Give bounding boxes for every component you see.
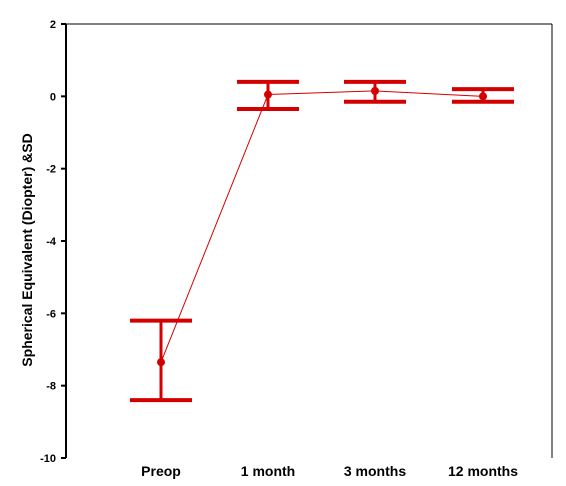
data-point — [264, 90, 272, 99]
data-point — [371, 86, 379, 95]
y-tick-label: 0 — [50, 91, 56, 103]
y-tick-label: -6 — [46, 308, 56, 320]
series-marks — [130, 79, 514, 403]
x-category-label: 12 months — [448, 463, 518, 479]
data-point — [479, 92, 487, 101]
x-category-label: 3 months — [344, 463, 406, 479]
y-tick-label: -8 — [46, 381, 56, 393]
y-ticks: 2 0 -2 -4 -6 -8 -10 — [40, 19, 66, 465]
y-tick-label: 2 — [50, 19, 56, 31]
series-line — [160, 90, 484, 363]
data-point — [157, 358, 165, 367]
y-tick-label: -2 — [46, 164, 56, 176]
y-tick-label: -4 — [46, 236, 57, 248]
x-category-label: Preop — [141, 463, 181, 479]
x-category-label: 1 month — [241, 463, 295, 479]
y-axis-title: Spherical Equivalent (Diopter) &SD — [19, 133, 35, 366]
x-category-labels: Preop 1 month 3 months 12 months — [141, 463, 518, 479]
y-tick-label: -10 — [40, 453, 56, 465]
